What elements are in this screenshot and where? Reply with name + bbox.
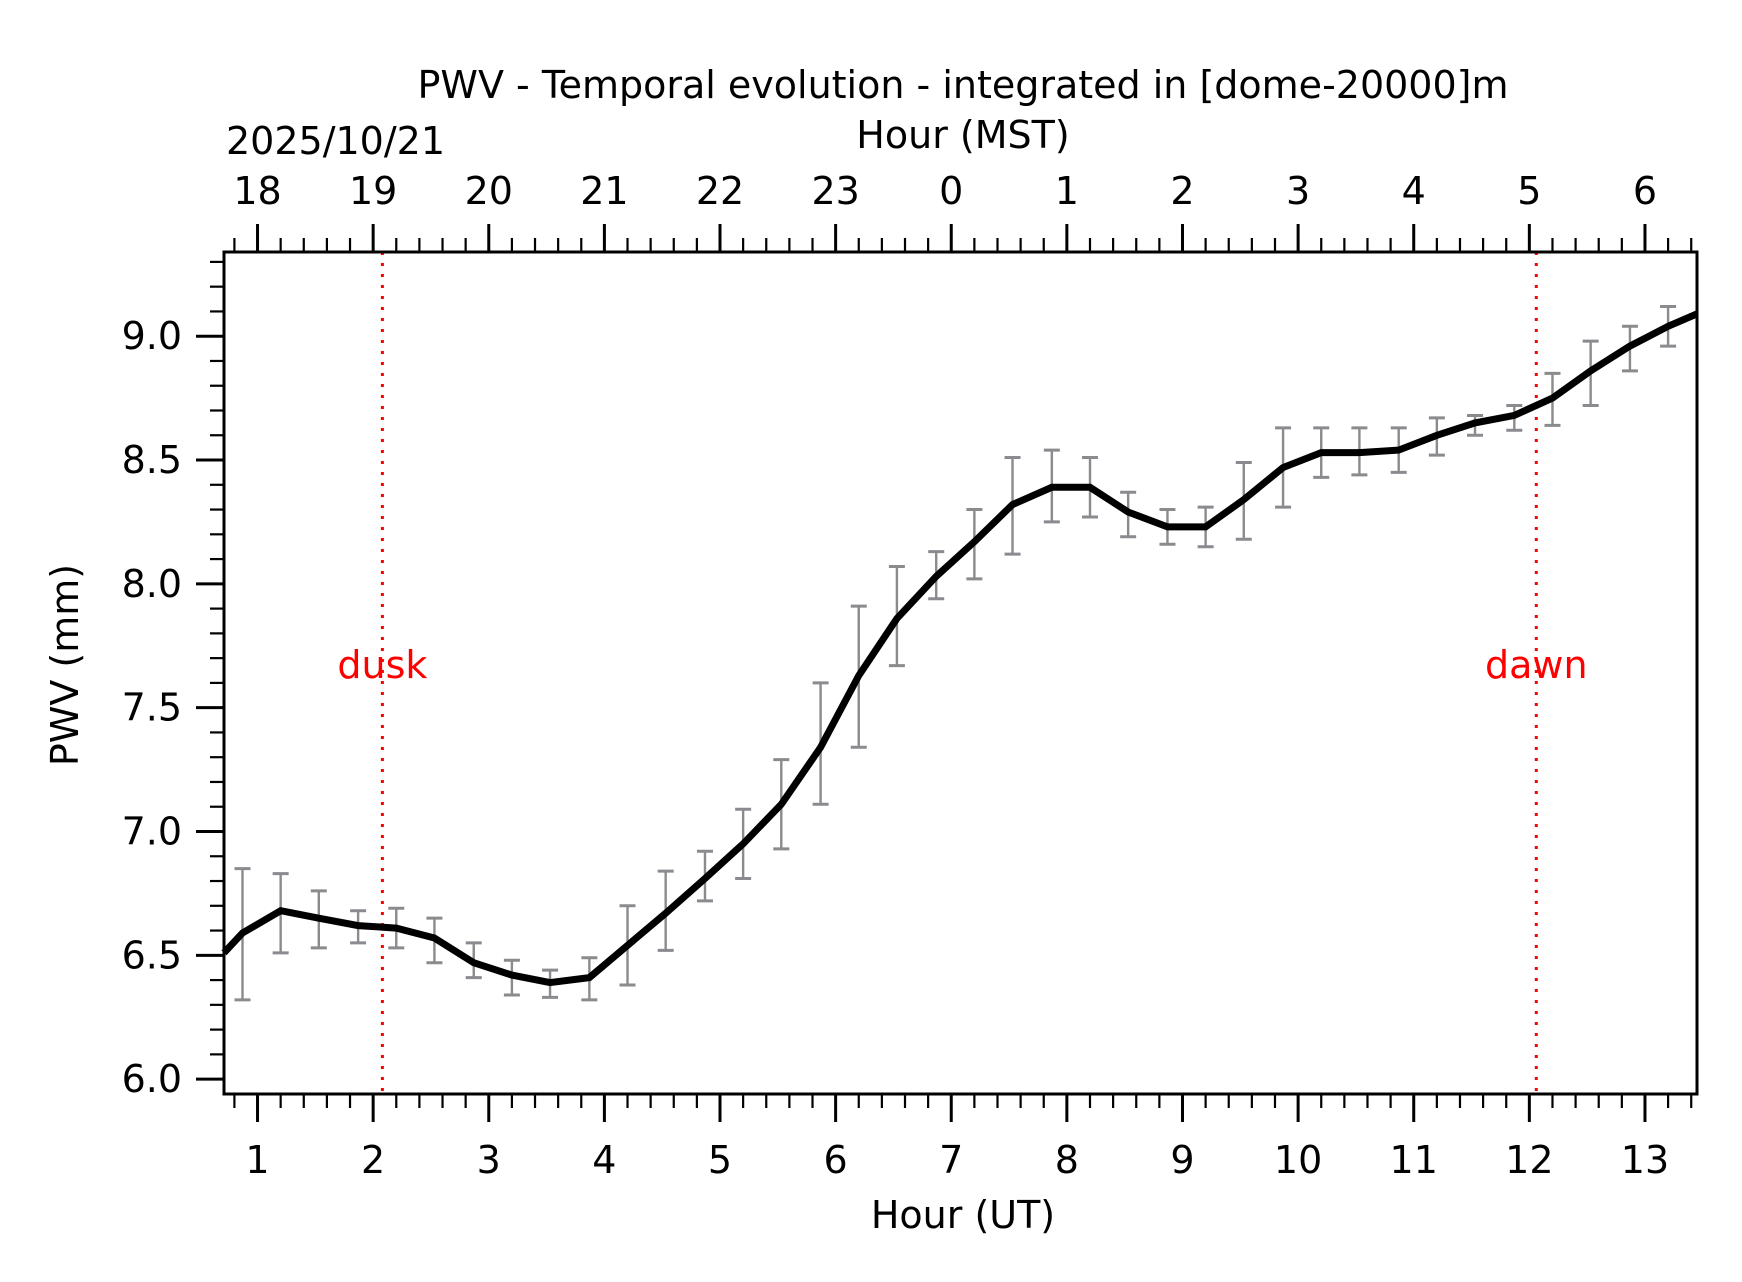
top-x-tick-label: 19 (349, 169, 397, 213)
top-x-tick-label: 22 (696, 169, 744, 213)
y-tick-label: 7.0 (122, 809, 182, 853)
top-x-tick-label: 21 (580, 169, 628, 213)
y-tick-label: 8.0 (122, 562, 182, 606)
axes-frame (222, 250, 1699, 1096)
y-tick-label: 8.5 (122, 438, 182, 482)
top-x-tick-label: 6 (1633, 169, 1657, 213)
x-tick-label: 9 (1170, 1138, 1194, 1182)
top-x-tick-label: 20 (465, 169, 513, 213)
x-tick-label: 12 (1505, 1138, 1553, 1182)
dusk-label: dusk (337, 643, 427, 687)
top-x-tick-label: 5 (1517, 169, 1541, 213)
x-tick-label: 8 (1055, 1138, 1079, 1182)
series-lines (221, 310, 1699, 987)
x-tick-label: 6 (824, 1138, 848, 1182)
x-axis-label: Hour (UT) (871, 1193, 1055, 1237)
top-axis-label: Hour (MST) (856, 113, 1069, 157)
y-axis-label: PWV (mm) (43, 564, 87, 766)
x-tick-label: 2 (361, 1138, 385, 1182)
x-tick-label: 10 (1274, 1138, 1322, 1182)
y-tick-label: 6.0 (122, 1057, 182, 1101)
annotations: dusk dawn (337, 252, 1588, 1094)
top-x-tick-label: 1 (1055, 169, 1079, 213)
y-tick-label: 9.0 (122, 314, 182, 358)
top-x-tick-label: 18 (233, 169, 281, 213)
top-x-tick-label: 4 (1402, 169, 1426, 213)
x-tick-label: 3 (477, 1138, 501, 1182)
x-tick-label: 1 (245, 1138, 269, 1182)
y-tick-label: 7.5 (122, 686, 182, 730)
top-x-tick-label: 2 (1170, 169, 1194, 213)
top-x-tick-label: 0 (939, 169, 963, 213)
major-ticks (196, 224, 1647, 1122)
y-tick-label: 6.5 (122, 933, 182, 977)
x-tick-label: 4 (592, 1138, 616, 1182)
plot-area: dusk dawn (221, 252, 1699, 1094)
top-x-tick-label: 3 (1286, 169, 1310, 213)
dawn-label: dawn (1485, 643, 1588, 687)
x-tick-label: 5 (708, 1138, 732, 1182)
x-tick-label: 13 (1621, 1138, 1669, 1182)
pwv-line (221, 310, 1699, 987)
x-tick-label: 7 (939, 1138, 963, 1182)
x-tick-label: 11 (1390, 1138, 1438, 1182)
minor-ticks (210, 238, 1693, 1108)
top-x-tick-label: 23 (811, 169, 859, 213)
tick-labels: 1182193204215226237081921031141251366.06… (122, 169, 1670, 1182)
date-label: 2025/10/21 (226, 119, 445, 163)
chart-title: PWV - Temporal evolution - integrated in… (417, 63, 1508, 107)
